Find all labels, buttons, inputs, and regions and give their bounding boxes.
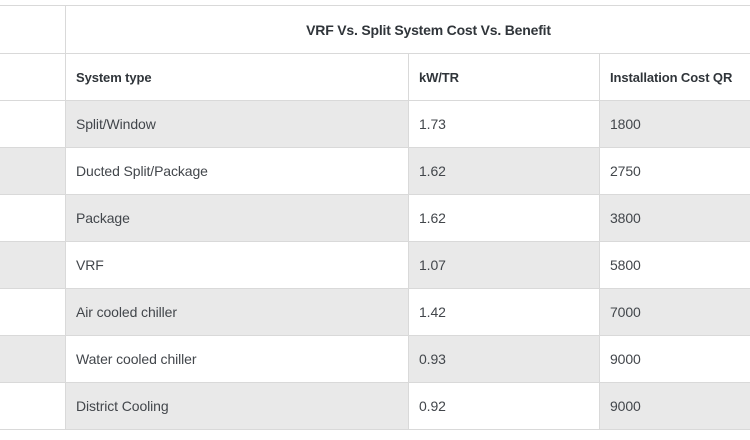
cell-system-type: Package — [66, 195, 409, 242]
cell-kw-tr: 1.62 — [409, 195, 600, 242]
cell-kw-tr: 1.07 — [409, 242, 600, 289]
cell-installation-cost: 5800 — [600, 242, 750, 289]
cell-system-type: Air cooled chiller — [66, 289, 409, 336]
cell-system-type: Water cooled chiller — [66, 336, 409, 383]
cell-installation-cost: 9000 — [600, 383, 750, 430]
cell-kw-tr: 1.42 — [409, 289, 600, 336]
stripe-spacer-cell — [0, 383, 66, 430]
cell-system-type: Ducted Split/Package — [66, 148, 409, 195]
cell-installation-cost: 9000 — [600, 336, 750, 383]
cell-installation-cost: 3800 — [600, 195, 750, 242]
cell-kw-tr: 0.92 — [409, 383, 600, 430]
table-title: VRF Vs. Split System Cost Vs. Benefit — [66, 6, 750, 54]
cell-system-type: VRF — [66, 242, 409, 289]
stripe-spacer-cell — [0, 336, 66, 383]
stripe-spacer-cell — [0, 148, 66, 195]
cell-system-type: District Cooling — [66, 383, 409, 430]
cell-installation-cost: 1800 — [600, 101, 750, 148]
cell-system-type: Split/Window — [66, 101, 409, 148]
stripe-spacer-cell — [0, 242, 66, 289]
cell-kw-tr: 1.62 — [409, 148, 600, 195]
stripe-spacer-cell — [0, 101, 66, 148]
cell-installation-cost: 2750 — [600, 148, 750, 195]
cell-installation-cost: 7000 — [600, 289, 750, 336]
col-header-system-type: System type — [66, 54, 409, 101]
col-header-installation-cost: Installation Cost QR — [600, 54, 750, 101]
cell-kw-tr: 1.73 — [409, 101, 600, 148]
cell-kw-tr: 0.93 — [409, 336, 600, 383]
stripe-spacer-cell — [0, 6, 66, 54]
stripe-spacer-cell — [0, 54, 66, 101]
col-header-kw-tr: kW/TR — [409, 54, 600, 101]
cost-benefit-table: VRF Vs. Split System Cost Vs. Benefit Sy… — [0, 5, 750, 430]
stripe-spacer-cell — [0, 289, 66, 336]
stripe-spacer-cell — [0, 195, 66, 242]
